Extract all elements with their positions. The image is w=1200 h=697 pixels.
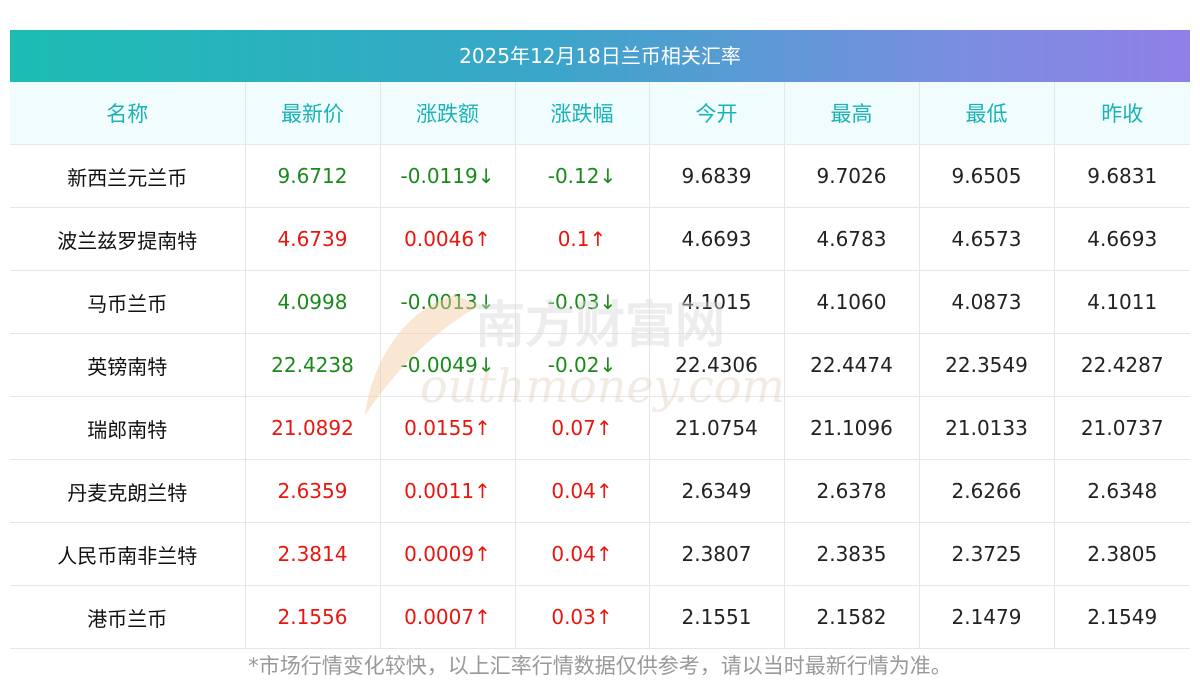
cell-open: 4.6693 [649,207,785,271]
cell-price: 2.3814 [245,522,381,586]
disclaimer-note: *市场行情变化较快，以上汇率行情数据仅供参考，请以当时最新行情为准。 [248,654,952,678]
cell-pct: 0.04↑ [515,459,650,523]
cell-price: 4.0998 [245,270,381,334]
cell-pct: -0.02↓ [515,333,650,397]
cell-price: 22.4238 [245,333,381,397]
cell-change: -0.0049↓ [380,333,516,397]
cell-change: 0.0155↑ [380,396,516,460]
table-row: 英镑南特 22.4238 -0.0049↓ -0.02↓ 22.4306 22.4474 2… [10,333,1190,397]
cell-low: 22.3549 [919,333,1055,397]
rates-panel: 2025年12月18日兰币相关汇率 名称 最新价 涨跌额 涨跌幅 今开 最高 最… [10,30,1190,649]
cell-name: 波兰兹罗提南特 [10,207,246,271]
cell-open: 2.6349 [649,459,785,523]
cell-prev: 2.1549 [1054,585,1190,649]
cell-high: 4.6783 [784,207,920,271]
cell-open: 2.1551 [649,585,785,649]
cell-low: 2.6266 [919,459,1055,523]
cell-pct: 0.03↑ [515,585,650,649]
cell-name: 新西兰元兰币 [10,144,246,208]
cell-low: 2.3725 [919,522,1055,586]
cell-prev: 21.0737 [1054,396,1190,460]
col-header-high: 最高 [784,82,920,145]
cell-price: 21.0892 [245,396,381,460]
table-row: 新西兰元兰币 9.6712 -0.0119↓ -0.12↓ 9.6839 9.7026 9.… [10,144,1190,208]
cell-high: 9.7026 [784,144,920,208]
cell-high: 22.4474 [784,333,920,397]
table-row: 波兰兹罗提南特 4.6739 0.0046↑ 0.1↑ 4.6693 4.6783 4.65… [10,207,1190,271]
cell-high: 2.6378 [784,459,920,523]
cell-change: 0.0046↑ [380,207,516,271]
table-row: 人民币南非兰特 2.3814 0.0009↑ 0.04↑ 2.3807 2.3835 2.3… [10,522,1190,586]
table-row: 瑞郎南特 21.0892 0.0155↑ 0.07↑ 21.0754 21.1096 21.… [10,396,1190,460]
cell-low: 4.0873 [919,270,1055,334]
cell-change: 0.0009↑ [380,522,516,586]
col-header-pct: 涨跌幅 [515,82,650,145]
cell-name: 马币兰币 [10,270,246,334]
cell-pct: -0.12↓ [515,144,650,208]
cell-prev: 9.6831 [1054,144,1190,208]
cell-prev: 2.3805 [1054,522,1190,586]
cell-prev: 2.6348 [1054,459,1190,523]
cell-pct: -0.03↓ [515,270,650,334]
cell-price: 4.6739 [245,207,381,271]
cell-open: 21.0754 [649,396,785,460]
col-header-price: 最新价 [245,82,381,145]
cell-pct: 0.1↑ [515,207,650,271]
cell-low: 2.1479 [919,585,1055,649]
cell-low: 9.6505 [919,144,1055,208]
col-header-open: 今开 [649,82,785,145]
cell-low: 4.6573 [919,207,1055,271]
cell-pct: 0.07↑ [515,396,650,460]
cell-change: 0.0011↑ [380,459,516,523]
table-row: 丹麦克朗兰特 2.6359 0.0011↑ 0.04↑ 2.6349 2.6378 2.62… [10,459,1190,523]
cell-name: 丹麦克朗兰特 [10,459,246,523]
table-row: 港币兰币 2.1556 0.0007↑ 0.03↑ 2.1551 2.1582 2.1479… [10,585,1190,649]
cell-prev: 22.4287 [1054,333,1190,397]
cell-open: 9.6839 [649,144,785,208]
col-header-change: 涨跌额 [380,82,516,145]
cell-change: -0.0013↓ [380,270,516,334]
cell-price: 2.1556 [245,585,381,649]
cell-high: 4.1060 [784,270,920,334]
cell-high: 2.3835 [784,522,920,586]
col-header-name: 名称 [10,82,246,145]
header-row: 名称 最新价 涨跌额 涨跌幅 今开 最高 最低 昨收 [10,82,1190,145]
cell-prev: 4.1011 [1054,270,1190,334]
cell-low: 21.0133 [919,396,1055,460]
cell-name: 港币兰币 [10,585,246,649]
cell-open: 4.1015 [649,270,785,334]
col-header-low: 最低 [919,82,1055,145]
table-title: 2025年12月18日兰币相关汇率 [10,30,1190,82]
cell-price: 2.6359 [245,459,381,523]
cell-open: 22.4306 [649,333,785,397]
cell-open: 2.3807 [649,522,785,586]
cell-high: 2.1582 [784,585,920,649]
cell-name: 人民币南非兰特 [10,522,246,586]
cell-name: 英镑南特 [10,333,246,397]
cell-change: -0.0119↓ [380,144,516,208]
cell-pct: 0.04↑ [515,522,650,586]
cell-high: 21.1096 [784,396,920,460]
cell-name: 瑞郎南特 [10,396,246,460]
rates-table: 名称 最新价 涨跌额 涨跌幅 今开 最高 最低 昨收 新西兰元兰币 9.6712-… [10,82,1190,649]
cell-prev: 4.6693 [1054,207,1190,271]
table-row: 马币兰币 4.0998 -0.0013↓ -0.03↓ 4.1015 4.1060 4.08… [10,270,1190,334]
cell-price: 9.6712 [245,144,381,208]
cell-change: 0.0007↑ [380,585,516,649]
col-header-prev: 昨收 [1054,82,1190,145]
